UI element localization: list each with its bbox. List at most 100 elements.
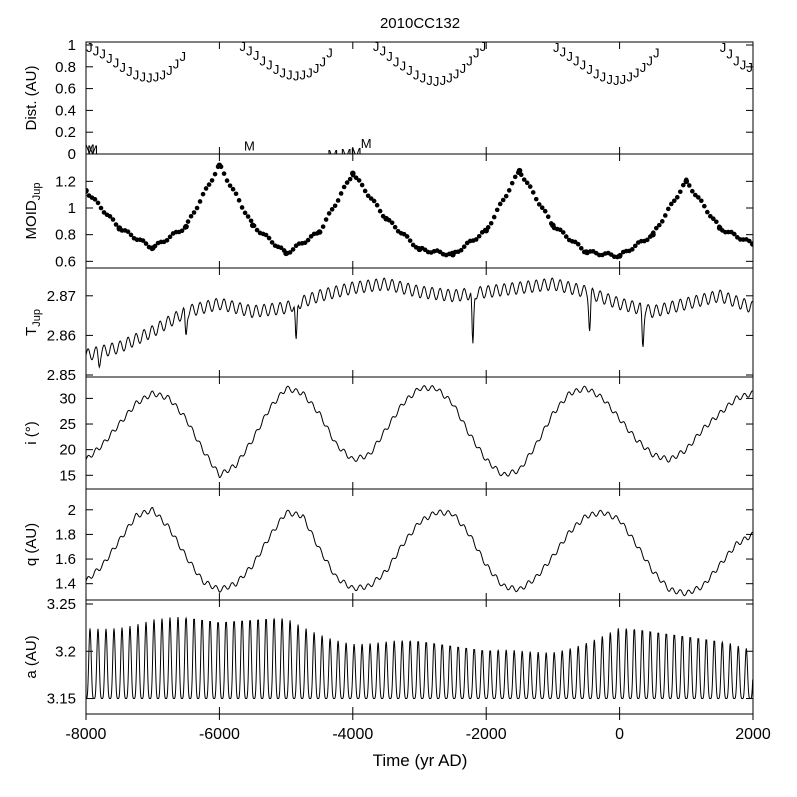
marker-j: J: [413, 67, 420, 82]
curve-dot: [209, 178, 215, 183]
curve-dot: [86, 189, 89, 194]
marker-j: J: [720, 40, 727, 55]
panel-a-frame: [85, 599, 754, 715]
curve-dot: [377, 208, 383, 214]
curve-dot: [659, 219, 665, 224]
curve-dot: [488, 220, 494, 226]
curve-dot: [473, 237, 479, 242]
curve-dot: [221, 171, 227, 176]
panel-a: 3.15 3.2 3.25 a (AU): [23, 596, 754, 715]
curve-dot: [560, 230, 566, 235]
y-tick-label: 30: [59, 390, 76, 407]
curve-dot: [191, 210, 197, 215]
curve-dot: [278, 245, 284, 251]
curve-dot: [335, 198, 341, 203]
curve-dot: [680, 182, 686, 188]
plot-area-tjup: [86, 277, 753, 369]
marker-j: J: [473, 46, 480, 61]
curve-dot: [750, 241, 753, 247]
curve-dot: [524, 180, 530, 186]
x-tick-label: 0: [615, 726, 624, 743]
curve-dot: [482, 227, 488, 233]
curve-dot: [662, 213, 668, 218]
curve-dot: [203, 186, 209, 191]
curve-dot: [140, 238, 146, 243]
curve-dot: [197, 199, 203, 204]
curve-dot: [497, 201, 503, 207]
curve-dot: [200, 191, 206, 197]
curve-dot: [530, 190, 536, 195]
y-axis-label-q: q (AU): [23, 523, 40, 566]
panel-incl: 15 20 25 30 i (°): [23, 376, 754, 490]
y-tick-label: 0.2: [55, 124, 76, 141]
x-axis: -8000 -6000 -4000 -2000 0 2000: [66, 714, 771, 743]
curve-dot: [230, 186, 236, 192]
curve-dot: [107, 214, 113, 219]
curve-dot: [407, 238, 413, 243]
y-axis-label-dist: Dist. (AU): [23, 66, 40, 131]
y-axis-label-moid: MOIDJup: [23, 183, 43, 240]
curve-dot: [233, 191, 239, 197]
marker-j: J: [480, 39, 487, 54]
marker-j: J: [553, 40, 560, 55]
y-tick-label: 3.2: [55, 643, 76, 660]
marker-j: J: [566, 49, 573, 64]
marker-j: J: [99, 47, 106, 62]
marker-j: J: [726, 47, 733, 62]
y-tick-label: 0: [68, 146, 76, 163]
curve-dot: [485, 225, 491, 230]
chart-title: 2010CC132: [380, 15, 460, 32]
curve-dot: [656, 222, 662, 228]
y-tick-label: 1.8: [55, 526, 76, 543]
marker-j: J: [239, 39, 246, 54]
marker-j: J: [446, 71, 453, 86]
marker-j: J: [159, 67, 166, 82]
curve-dot: [179, 228, 185, 234]
curve-dot: [125, 229, 131, 234]
curve-dot: [533, 196, 539, 202]
marker-j: J: [620, 72, 627, 87]
marker-m: M: [244, 138, 255, 153]
curve-dot: [206, 182, 212, 187]
curve-dot: [188, 213, 194, 219]
curve-dot: [503, 193, 509, 199]
marker-j: J: [440, 73, 447, 88]
curve-dot: [143, 241, 149, 246]
marker-j: J: [420, 71, 427, 86]
marker-j: J: [746, 60, 753, 75]
curve-dot: [389, 220, 395, 226]
curve-dot: [668, 201, 674, 207]
curve-dot: [512, 174, 518, 180]
marker-j: J: [286, 67, 293, 82]
panel-incl-frame: [85, 376, 754, 490]
curve-dot: [687, 183, 692, 188]
x-tick-label: -8000: [66, 726, 107, 743]
x-axis-label: Time (yr AD): [373, 751, 468, 770]
curve-dot: [305, 237, 311, 243]
marker-j: J: [86, 40, 93, 55]
curve-dot: [677, 189, 683, 195]
marker-j: J: [266, 58, 273, 73]
curve-dot: [404, 234, 410, 239]
curve-dot: [332, 203, 338, 209]
plot-area-a: [86, 616, 753, 699]
marker-j: J: [560, 45, 567, 60]
marker-j: J: [733, 53, 740, 68]
curve-dot: [359, 182, 365, 188]
curve-dot: [684, 177, 689, 183]
curve-dot: [690, 188, 695, 194]
marker-j: J: [313, 61, 320, 76]
curve-dot: [365, 193, 371, 199]
y-axis-label-a: a (AU): [23, 635, 40, 678]
marker-j: J: [133, 67, 140, 82]
marker-j: J: [119, 60, 126, 75]
curve-dot: [287, 250, 293, 255]
marker-m: M: [84, 142, 95, 157]
marker-j: J: [580, 58, 587, 73]
marker-j: J: [320, 54, 327, 69]
curve-dot: [714, 219, 719, 225]
panel-moid: 0.6 0.8 1 1.2 MOIDJup: [23, 153, 754, 270]
curve-dot: [545, 214, 551, 220]
curve-dot: [665, 206, 671, 212]
